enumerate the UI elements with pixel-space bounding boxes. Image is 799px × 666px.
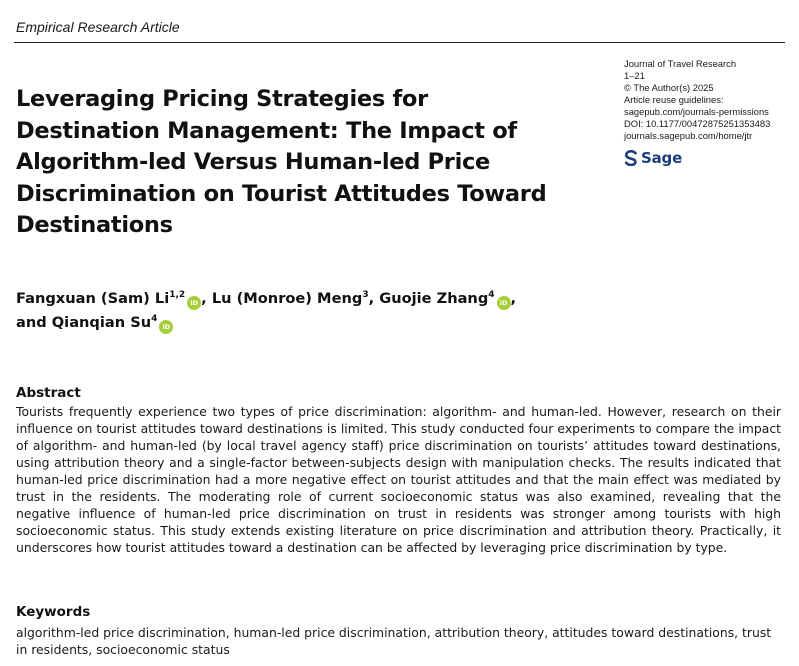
orcid-icon[interactable]: iD: [159, 320, 174, 334]
author-affiliation: 1,2: [169, 290, 186, 300]
abstract-heading: Abstract: [16, 385, 81, 401]
author-list: Fangxuan (Sam) Li1,2iD, Lu (Monroe) Meng…: [16, 287, 576, 335]
sage-logo-text: Sage: [641, 149, 683, 167]
page-range: 1–21: [624, 70, 645, 81]
sage-logo-icon: [624, 150, 637, 166]
copyright-notice: © The Author(s) 2025: [624, 82, 714, 93]
article-type-label: Empirical Research Article: [16, 19, 180, 35]
author-affiliation: 4: [488, 290, 495, 300]
journal-homepage-link[interactable]: journals.sagepub.com/home/jtr: [624, 130, 753, 141]
abstract-body: Tourists frequently experience two types…: [16, 404, 781, 555]
reuse-guidelines-label: Article reuse guidelines:: [624, 94, 724, 105]
keywords-body: algorithm-led price discrimination, huma…: [16, 625, 772, 657]
author-and-prefix: and: [16, 314, 47, 331]
reuse-guidelines-link[interactable]: sagepub.com/journals-permissions: [624, 106, 769, 117]
author-affiliation: 3: [362, 290, 369, 300]
author-separator: ,: [368, 290, 375, 307]
author-name: Qianqian Su: [51, 314, 152, 331]
journal-meta: Journal of Travel Research 1–21 © The Au…: [624, 58, 794, 142]
article-title: Leveraging Pricing Strategies for Destin…: [16, 86, 547, 238]
author-separator: ,: [201, 290, 207, 307]
orcid-icon[interactable]: iD: [187, 296, 202, 310]
author-separator: ,: [510, 290, 517, 307]
author-name: Lu (Monroe) Meng: [211, 290, 363, 307]
orcid-icon[interactable]: iD: [496, 296, 511, 310]
header-divider: [14, 42, 785, 43]
journal-name: Journal of Travel Research: [624, 58, 737, 69]
author-affiliation: 4: [151, 314, 158, 324]
doi[interactable]: DOI: 10.1177/00472875251353483: [624, 118, 771, 129]
sage-logo[interactable]: Sage: [624, 149, 682, 167]
author-name: Fangxuan (Sam) Li: [16, 290, 170, 307]
keywords-heading: Keywords: [16, 604, 91, 620]
author-name: Guojie Zhang: [379, 290, 489, 307]
